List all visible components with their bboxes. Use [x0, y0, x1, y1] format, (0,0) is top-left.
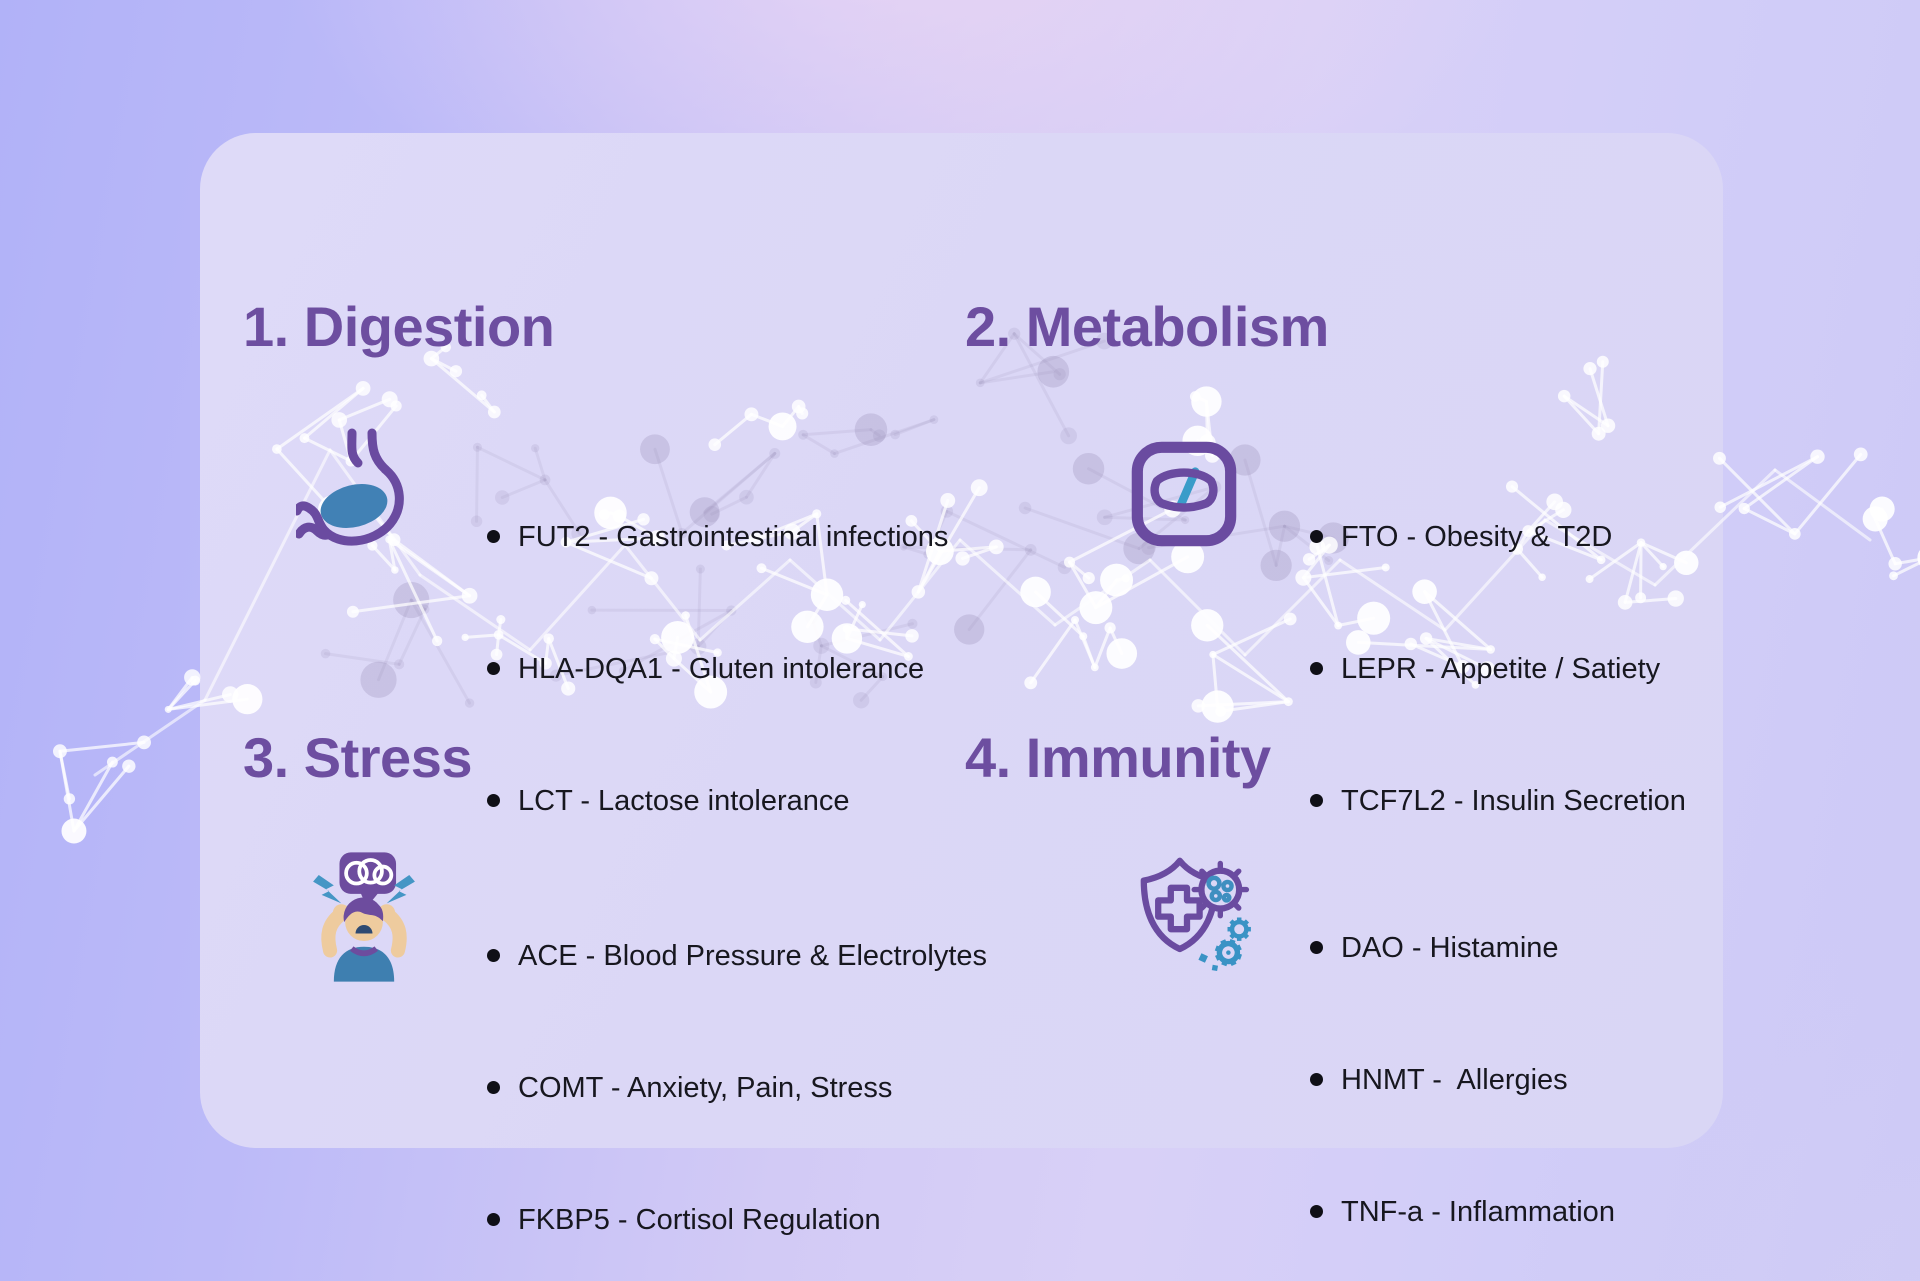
gene-list-item: FUT2 - Gastrointestinal infections [485, 515, 948, 559]
gene-list-item: LEPR - Appetite / Satiety [1308, 647, 1686, 691]
gene-list-item: COMT - Anxiety, Pain, Stress [485, 1066, 987, 1110]
gene-list-item: HLA-DQA1 - Gluten intolerance [485, 647, 948, 691]
gene-list-item: TCF7L2 - Insulin Secretion [1308, 779, 1686, 823]
gene-list-item: DAO - Histamine [1308, 926, 1615, 970]
section-title-metabolism: 2. Metabolism [965, 295, 1329, 358]
stomach-icon [292, 427, 416, 567]
gene-list-metabolism: FTO - Obesity & T2D LEPR - Appetite / Sa… [1308, 427, 1686, 911]
gene-list-stress: ACE - Blood Pressure & Electrolytes COMT… [485, 846, 987, 1281]
section-title-immunity: 4. Immunity [965, 726, 1271, 789]
stressed-person-icon [298, 852, 430, 987]
gene-list-item: FTO - Obesity & T2D [1308, 515, 1686, 559]
gene-list-immunity: DAO - Histamine HNMT - Allergies TNF-a -… [1308, 838, 1615, 1281]
gene-list-item: TNF-a - Inflammation [1308, 1190, 1615, 1234]
section-title-digestion: 1. Digestion [243, 295, 555, 358]
immune-shield-icon [1133, 850, 1259, 981]
gene-list-digestion: FUT2 - Gastrointestinal infections HLA-D… [485, 427, 948, 911]
section-title-stress: 3. Stress [243, 726, 473, 789]
weight-scale-icon [1128, 438, 1240, 555]
gene-list-item: LCT - Lactose intolerance [485, 779, 948, 823]
gene-list-item: ACE - Blood Pressure & Electrolytes [485, 934, 987, 978]
gene-list-item: HNMT - Allergies [1308, 1058, 1615, 1102]
gene-list-item: FKBP5 - Cortisol Regulation [485, 1198, 987, 1242]
